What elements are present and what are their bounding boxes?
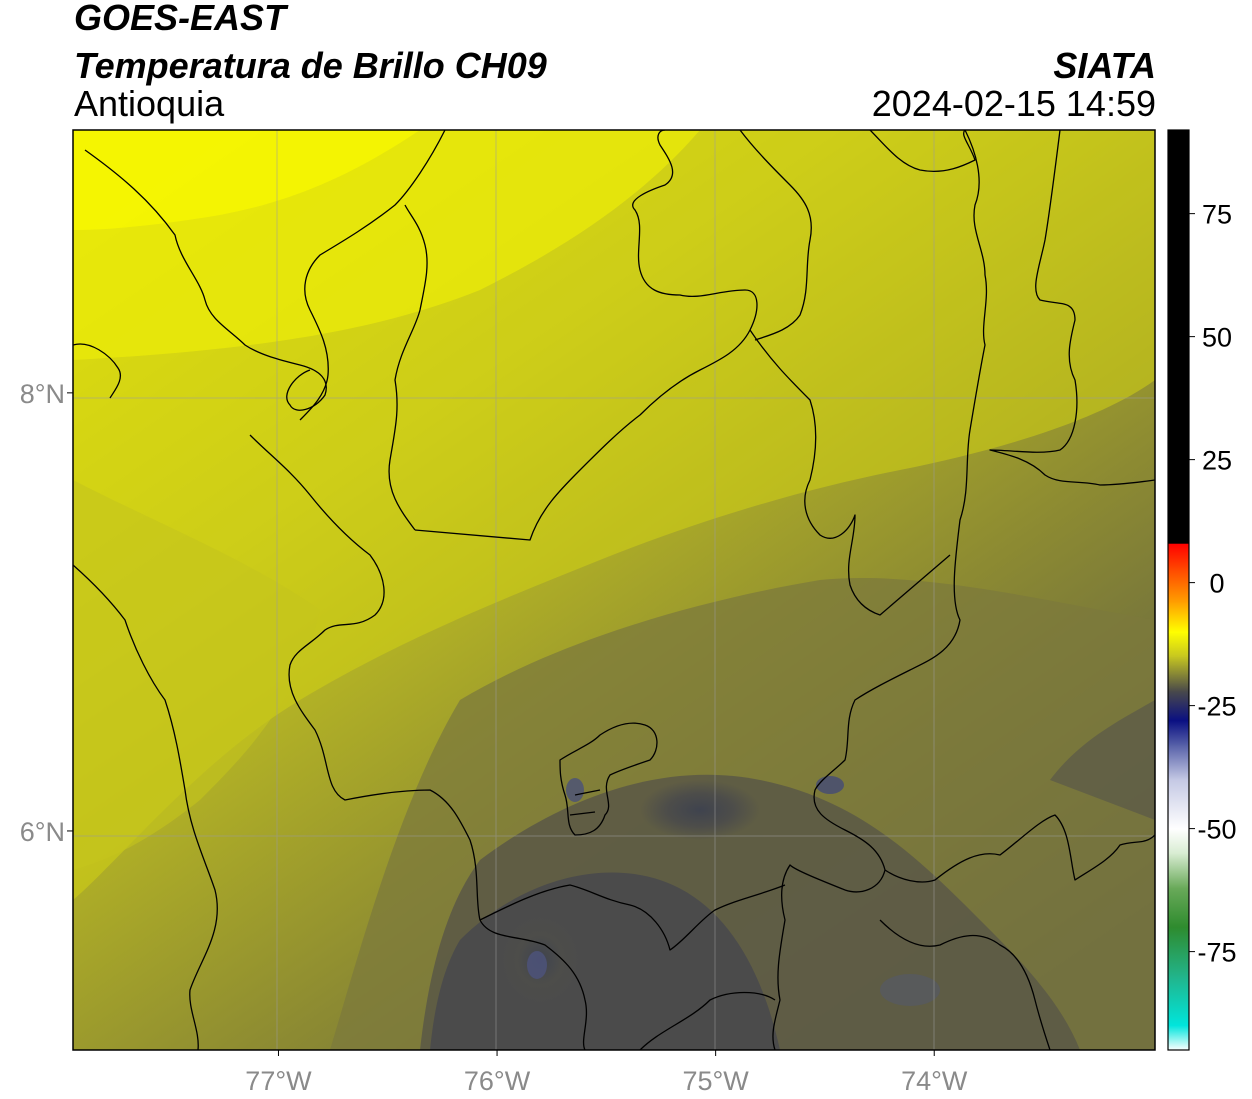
dept-boundary-cundinamarca: [879, 919, 1051, 1050]
dept-boundary-caldas-north: [479, 884, 786, 951]
colorbar-band: [1168, 720, 1189, 746]
colorbar-band: [1168, 828, 1189, 854]
colorbar-tick-label: -75: [1197, 938, 1236, 968]
colorbar-band: [1168, 927, 1189, 977]
dept-boundary-cordoba-west: [388, 204, 428, 531]
colorbar-band: [1168, 567, 1189, 603]
dept-boundary-west: [249, 434, 588, 1050]
dept-boundary-bolivar: [749, 329, 951, 616]
colorbar-tick-label: 75: [1202, 200, 1232, 230]
colorbar-tick-label: 50: [1202, 323, 1232, 353]
agency-label: SIATA: [1053, 45, 1156, 86]
lon-tick-label: 74°W: [901, 1066, 968, 1096]
colorbar-band: [1168, 631, 1189, 657]
dept-boundary-choco-antioquia: [73, 564, 218, 1050]
colorbar-tick-label: -25: [1197, 692, 1236, 722]
colorbar-band: [1168, 976, 1189, 1026]
region-label: Antioquia: [74, 83, 225, 124]
lon-tick-label: 77°W: [245, 1066, 312, 1096]
satellite-title: GOES-EAST: [74, 0, 287, 38]
colorbar-band: [1168, 690, 1189, 721]
medellin-municipalities: [559, 722, 658, 836]
colorbar-band: [1168, 744, 1189, 780]
lat-tick-label: 8°N: [20, 379, 65, 409]
atrato-river: [299, 130, 446, 421]
colorbar-tick-label: 25: [1202, 446, 1232, 476]
latitude-tick-labels: 8°N 6°N: [20, 379, 73, 847]
colorbar-band: [1168, 1025, 1189, 1051]
colorbar-band: [1168, 656, 1189, 692]
lat-tick-label: 6°N: [20, 817, 65, 847]
colorbar-tick-labels: 75 50 25 0 -25 -50 -75: [1189, 200, 1237, 968]
colorbar-band: [1168, 853, 1189, 889]
product-title: Temperatura de Brillo CH09: [74, 45, 547, 86]
colorbar-tick-label: 0: [1209, 569, 1224, 599]
colorbar-bands: [1168, 130, 1189, 1051]
dept-boundary-risaralda: [639, 991, 776, 1050]
colorbar: 75 50 25 0 -25 -50 -75: [1167, 129, 1237, 1051]
colorbar-band: [1168, 779, 1189, 830]
lon-tick-label: 76°W: [464, 1066, 531, 1096]
colorbar-band: [1168, 543, 1189, 569]
map-frame: [72, 129, 1156, 1051]
dept-boundary-boyaca: [884, 814, 1155, 883]
colorbar-tick-label: -50: [1197, 815, 1236, 845]
coastline-uraba: [73, 149, 327, 411]
colorbar-frame: [1167, 129, 1190, 1051]
colorbar-band: [1168, 130, 1189, 544]
admin-boundaries: [73, 130, 1155, 1050]
graticule: [73, 130, 1155, 1050]
dept-boundary-caldas: [772, 864, 846, 1050]
timestamp-label: 2024-02-15 14:59: [871, 83, 1156, 124]
dept-boundary-cesar: [989, 130, 1155, 486]
temperature-field: [73, 130, 1155, 1050]
colorbar-band: [1168, 602, 1189, 633]
dept-boundary-sucre: [739, 130, 976, 341]
lon-tick-label: 75°W: [682, 1066, 749, 1096]
dept-boundary-santander: [813, 130, 988, 893]
longitude-tick-labels: 77°W 76°W 75°W 74°W: [245, 1050, 968, 1096]
colorbar-band: [1168, 887, 1189, 928]
dept-boundary-cordoba: [414, 130, 758, 541]
